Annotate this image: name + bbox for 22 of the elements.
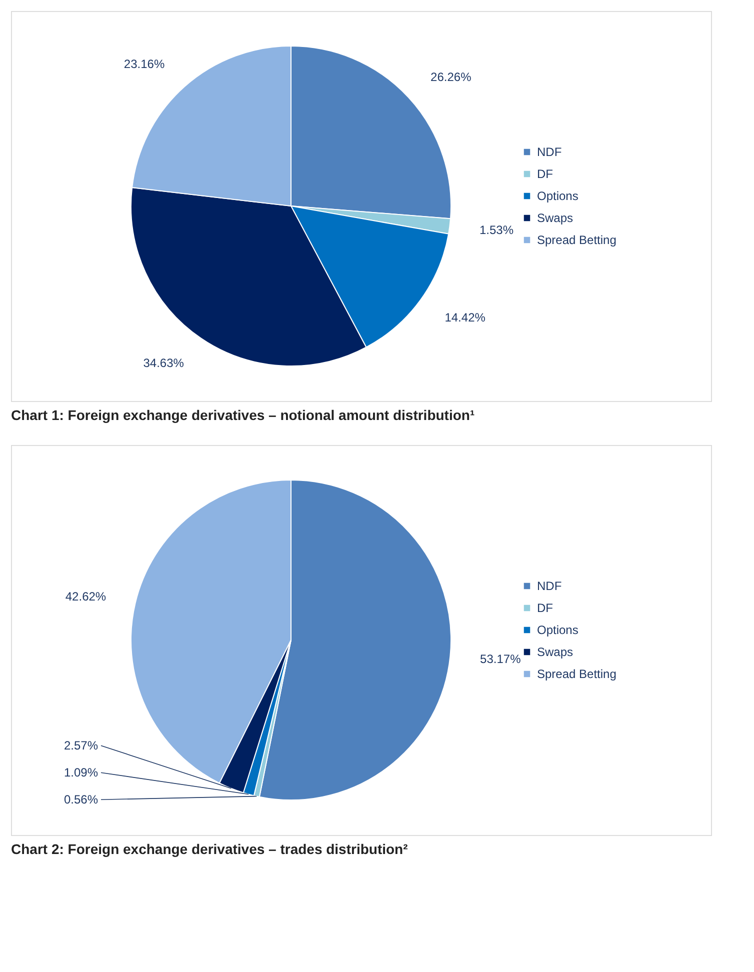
legend-label: DF [537,167,553,181]
data-label: 2.57% [64,738,98,753]
data-label: 14.42% [444,310,486,325]
legend-label: Swaps [537,211,574,225]
legend-label: NDF [537,579,562,593]
text: Chart 2: Foreign exchange derivatives – trades distribution² [11,841,408,857]
legend-label: Spread Betting [537,233,616,247]
legend-label: NDF [537,145,562,159]
data-label: 34.63% [143,356,184,370]
data-label: 53.17% [480,652,522,666]
legend-label: Options [537,623,578,637]
data-label: 1.09% [64,766,98,780]
data-label: 0.56% [64,792,98,807]
legend-label: Spread Betting [537,667,616,681]
data-label: 23.16% [124,57,165,72]
legend-label: DF [537,601,553,615]
legend-label: Options [537,189,578,203]
data-label: 26.26% [430,70,472,84]
data-label: 1.53% [479,223,514,238]
text: Chart 1: Foreign exchange derivatives – notional amount distribution¹ [11,407,475,423]
data-label: 42.62% [65,589,106,604]
legend-label: Swaps [537,645,574,659]
